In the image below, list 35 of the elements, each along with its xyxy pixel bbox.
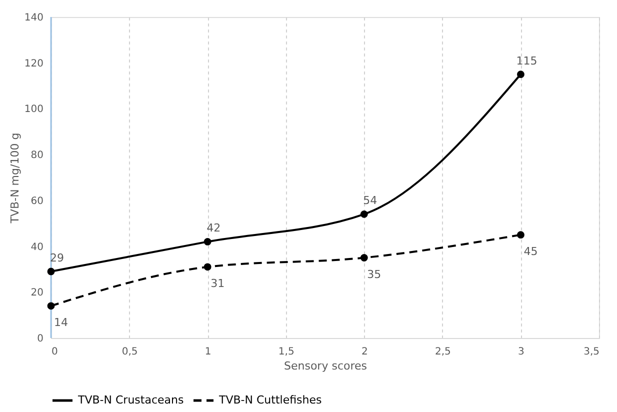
point xyxy=(204,238,212,246)
data-label: 14 xyxy=(54,316,68,329)
y-axis-title: TVB-N mg/100 g xyxy=(8,132,22,224)
x-tick-label: 2,5 xyxy=(434,346,451,358)
data-label: 42 xyxy=(206,222,221,235)
data-label: 35 xyxy=(367,268,382,281)
y-tick-label: 0 xyxy=(37,334,44,344)
data-label: 115 xyxy=(516,54,538,68)
x-tick-label: 1,5 xyxy=(278,346,294,358)
data-label: 54 xyxy=(363,194,378,208)
y-tick-label: 120 xyxy=(24,58,44,70)
point xyxy=(360,254,368,262)
y-tick-label: 60 xyxy=(30,196,44,207)
y-tick-label: 20 xyxy=(30,288,44,299)
x-axis-title: Sensory scores xyxy=(284,360,368,372)
legend-label: TVB-N Cuttlefishes xyxy=(218,394,322,406)
x-tick-label: 0,5 xyxy=(122,346,138,358)
y-tick-label: 100 xyxy=(24,104,44,116)
data-label: 31 xyxy=(210,276,225,290)
x-tick-label: 0 xyxy=(52,346,58,358)
point xyxy=(47,268,55,276)
x-tick-label: 3,5 xyxy=(584,346,600,358)
x-tick-label: 3 xyxy=(518,346,524,358)
point xyxy=(204,263,212,271)
data-label: 45 xyxy=(524,244,538,258)
point xyxy=(517,231,524,239)
y-tick-label: 140 xyxy=(24,12,44,24)
legend-label: TVB-N Crustaceans xyxy=(77,394,184,406)
point xyxy=(360,210,368,218)
x-tick-label: 2 xyxy=(361,346,368,358)
point xyxy=(47,302,55,310)
y-tick-label: 80 xyxy=(30,150,44,162)
x-tick-label: 1 xyxy=(204,346,212,358)
point xyxy=(517,70,524,78)
y-tick-label: 40 xyxy=(30,242,44,253)
